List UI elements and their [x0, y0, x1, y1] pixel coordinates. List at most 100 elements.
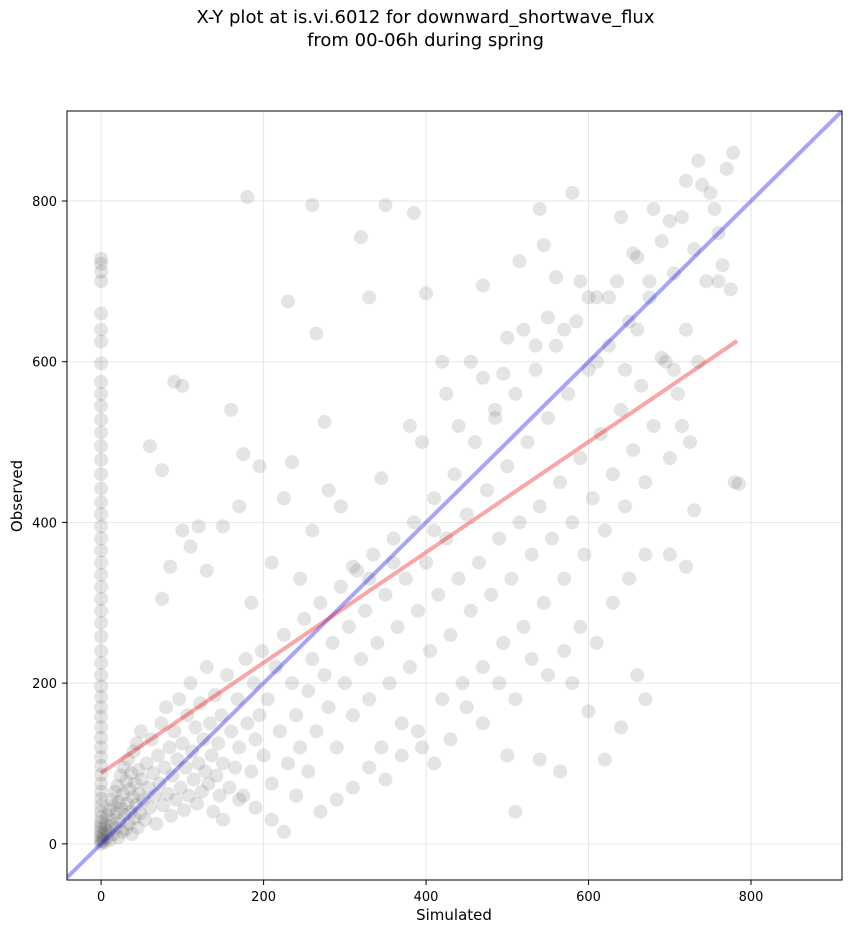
y-tick-label-400: 400 — [32, 516, 57, 531]
data-point-225 — [715, 258, 730, 273]
data-point-148 — [398, 571, 413, 586]
data-point-zero-26 — [94, 643, 109, 658]
data-point-197 — [597, 523, 612, 538]
data-point-zero-46 — [94, 386, 109, 401]
data-point-24 — [115, 824, 130, 839]
data-point-85 — [194, 784, 209, 799]
data-point-6 — [100, 808, 115, 823]
data-point-84 — [193, 696, 208, 711]
x-tick-label-400: 400 — [414, 890, 439, 905]
data-point-218 — [687, 242, 702, 257]
data-point-113 — [256, 748, 271, 763]
data-point-274 — [662, 547, 677, 562]
data-point-192 — [577, 547, 592, 562]
data-point-219 — [691, 354, 706, 369]
data-point-290 — [305, 523, 320, 538]
data-point-178 — [520, 435, 535, 450]
data-point-301 — [451, 418, 466, 433]
data-point-130 — [325, 635, 340, 650]
data-point-zero-47 — [94, 374, 109, 389]
data-point-55 — [146, 766, 161, 781]
data-point-333 — [427, 756, 442, 771]
data-point-zero-19 — [94, 720, 109, 735]
data-point-240 — [285, 455, 300, 470]
data-point-206 — [634, 378, 649, 393]
data-point-138 — [358, 603, 373, 618]
data-point-zero-14 — [94, 767, 109, 782]
data-point-142 — [374, 740, 389, 755]
data-point-182 — [536, 595, 551, 610]
data-point-285 — [232, 499, 247, 514]
data-point-327 — [329, 792, 344, 807]
data-point-25 — [116, 787, 131, 802]
data-point-93 — [207, 688, 222, 703]
data-point-135 — [345, 708, 360, 723]
data-point-185 — [549, 338, 564, 353]
axis-ticks: 0 200 400 600 800 0 200 400 600 800 — [32, 195, 763, 905]
data-point-15 — [107, 784, 122, 799]
data-point-267 — [553, 764, 568, 779]
data-point-272 — [630, 668, 645, 683]
chart-title-line-2: from 00-06h during spring — [307, 30, 544, 51]
data-point-19 — [111, 830, 126, 845]
data-point-zero-53 — [94, 264, 109, 279]
data-point-109 — [246, 676, 261, 691]
data-point-51 — [139, 756, 154, 771]
data-point-254 — [536, 238, 551, 253]
data-point-337 — [492, 676, 507, 691]
data-point-211 — [658, 354, 673, 369]
data-point-213 — [666, 266, 681, 281]
data-point-76 — [180, 708, 195, 723]
data-point-208 — [642, 290, 657, 305]
data-point-30 — [120, 796, 135, 811]
data-point-214 — [670, 386, 685, 401]
data-point-176 — [512, 515, 527, 530]
data-point-308 — [540, 310, 555, 325]
data-point-270 — [597, 752, 612, 767]
data-point-60 — [154, 716, 169, 731]
data-point-169 — [484, 587, 499, 602]
data-point-43 — [130, 820, 145, 835]
data-point-zero-41 — [94, 452, 109, 467]
data-point-159 — [443, 627, 458, 642]
data-point-129 — [321, 700, 336, 715]
data-point-zero-15 — [94, 758, 109, 773]
data-point-65 — [162, 740, 177, 755]
data-point-102 — [228, 760, 243, 775]
data-point-342 — [573, 619, 588, 634]
data-point-289 — [293, 571, 308, 586]
data-point-28 — [118, 822, 133, 837]
data-point-1 — [96, 828, 111, 843]
data-point-42 — [129, 736, 144, 751]
data-point-288 — [276, 491, 291, 506]
data-point-50 — [137, 812, 152, 827]
data-point-26 — [116, 760, 131, 775]
data-point-321 — [248, 800, 263, 815]
data-point-78 — [183, 676, 198, 691]
data-point-317 — [666, 362, 681, 377]
data-point-63 — [159, 700, 174, 715]
data-point-zero-34 — [94, 543, 109, 558]
data-point-204 — [626, 443, 641, 458]
data-point-zero-45 — [94, 398, 109, 413]
x-tick-label-600: 600 — [576, 890, 601, 905]
data-point-297 — [402, 418, 417, 433]
grid-lines — [67, 111, 842, 880]
data-point-zero-22 — [94, 689, 109, 704]
data-point-zero-33 — [94, 555, 109, 570]
data-point-193 — [581, 362, 596, 377]
data-point-248 — [419, 286, 434, 301]
data-point-251 — [496, 366, 511, 381]
data-point-257 — [581, 290, 596, 305]
data-point-3 — [98, 822, 113, 837]
data-point-122 — [293, 740, 308, 755]
data-point-8 — [102, 803, 117, 818]
one-to-one-line — [67, 111, 842, 880]
data-point-280 — [163, 559, 178, 574]
data-point-5 — [99, 830, 114, 845]
data-point-40 — [128, 776, 143, 791]
data-point-264 — [508, 804, 523, 819]
data-point-340 — [540, 668, 555, 683]
data-point-255 — [549, 270, 564, 285]
data-point-156 — [431, 587, 446, 602]
